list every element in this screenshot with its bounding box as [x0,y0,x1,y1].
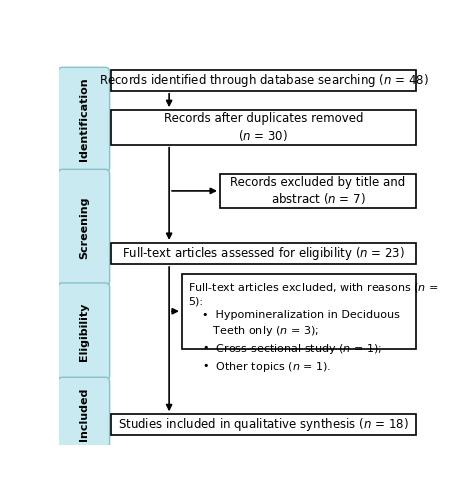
Bar [111,243,416,264]
Text: Records identified through database searching ($\it{n}$ = 48): Records identified through database sear… [99,72,428,88]
Bar [111,414,416,436]
Text: Records after duplicates removed
($\it{n}$ = 30): Records after duplicates removed ($\it{n… [164,112,363,142]
Text: Full-text articles assessed for eligibility ($\it{n}$ = 23): Full-text articles assessed for eligibil… [122,245,405,262]
Text: Screening: Screening [79,196,89,258]
Bar [220,174,416,208]
Text: Eligibility: Eligibility [79,302,89,360]
Bar [182,274,416,349]
Text: Full-text articles excluded, with reasons ($\it{n}$ =
5):
    •  Hypomineralizat: Full-text articles excluded, with reason… [188,280,439,374]
Text: Identification: Identification [79,78,89,162]
Text: Records excluded by title and
abstract ($\it{n}$ = 7): Records excluded by title and abstract (… [230,176,405,206]
FancyBboxPatch shape [58,170,110,285]
Bar [111,110,416,144]
Bar [111,70,416,91]
Text: Included: Included [79,388,89,441]
Text: Studies included in qualitative synthesis ($\it{n}$ = 18): Studies included in qualitative synthesi… [118,416,409,434]
FancyBboxPatch shape [58,68,110,172]
FancyBboxPatch shape [58,377,110,448]
FancyBboxPatch shape [58,283,110,380]
